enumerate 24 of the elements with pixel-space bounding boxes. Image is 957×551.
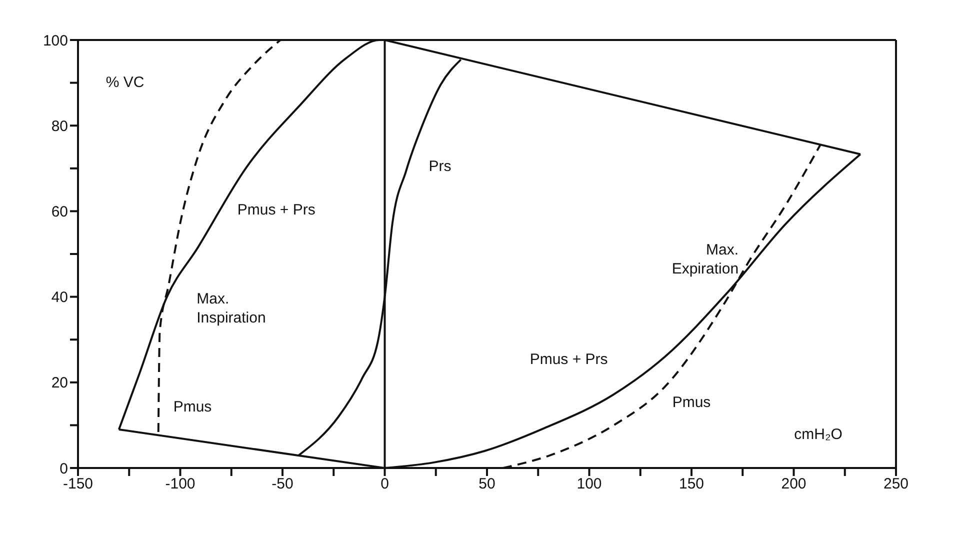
series-label: Pmus + Prs	[530, 350, 608, 368]
x-tick-label: 50	[478, 476, 496, 493]
series-label: Pmus	[672, 394, 711, 411]
x-tick-label: 200	[781, 476, 806, 493]
y-tick-label: 40	[51, 289, 68, 306]
y-tick-label: 100	[42, 32, 68, 50]
x-tick-label: -100	[165, 476, 196, 493]
annotation: Max. Expiration	[672, 241, 739, 278]
x-tick-label: 0	[380, 476, 389, 493]
x-tick-label: 100	[576, 476, 602, 493]
series-label: Pmus	[173, 398, 212, 416]
y-tick-label: 20	[51, 374, 68, 392]
x-tick-label: 250	[883, 476, 909, 493]
y-tick-label: 60	[51, 204, 68, 221]
y-tick-label: 80	[51, 118, 68, 135]
x-tick-label: -150	[62, 476, 94, 493]
x-tick-label: 150	[678, 476, 704, 493]
series-label: Prs	[428, 158, 452, 176]
series-label: Pmus + Prs	[237, 201, 316, 218]
x-tick-label: -50	[272, 476, 294, 493]
annotation: Max. Inspiration	[196, 290, 266, 326]
y-axis-title: % VC	[106, 74, 144, 91]
y-tick-label: 0	[60, 460, 68, 478]
x-axis-title: cmH₂O	[794, 426, 842, 444]
